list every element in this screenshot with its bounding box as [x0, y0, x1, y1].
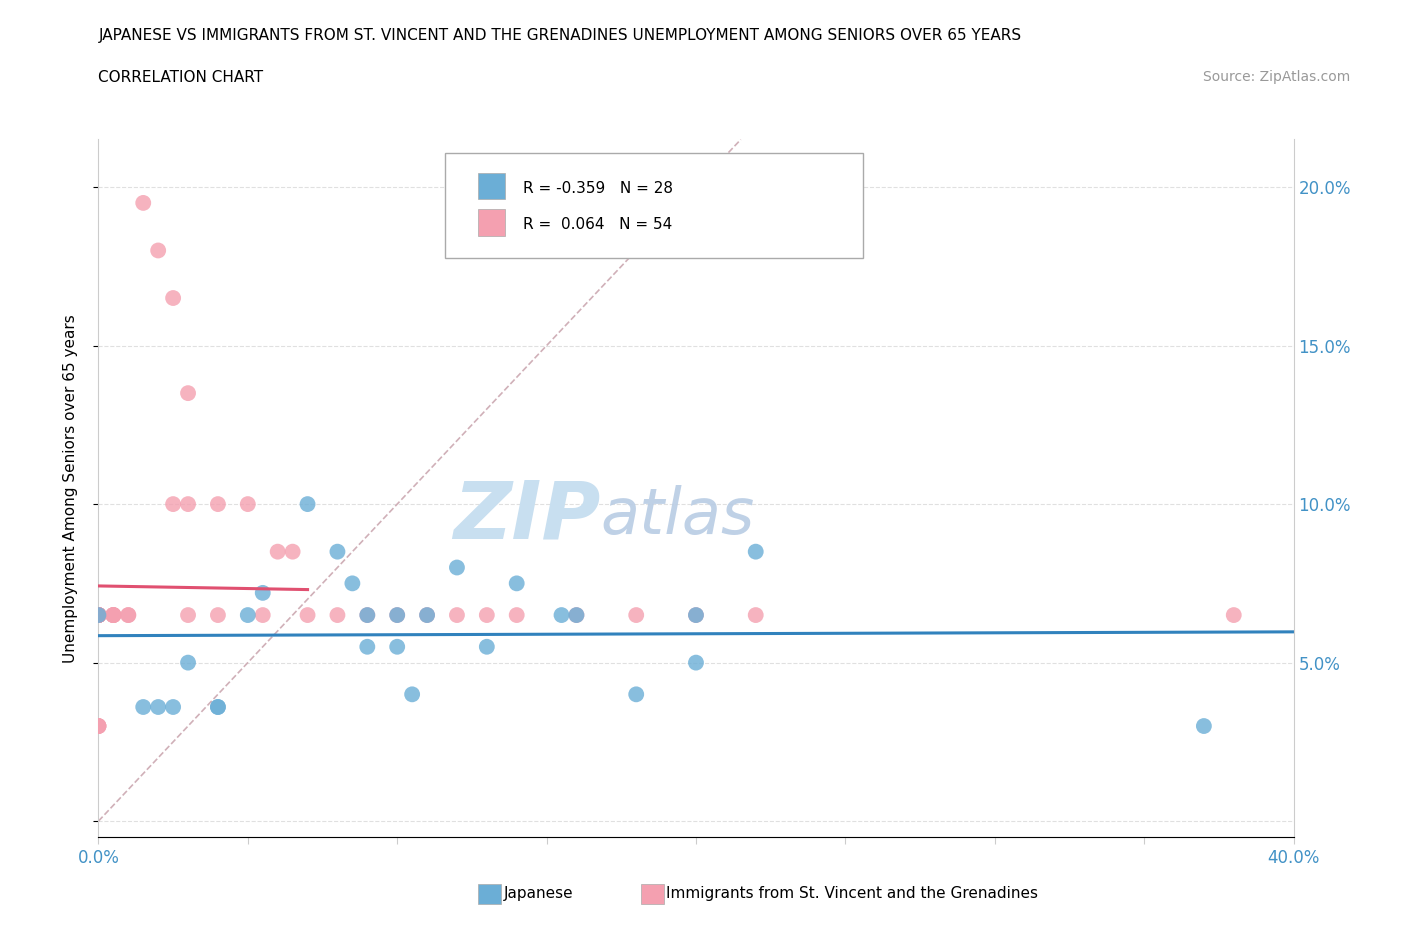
Point — [401, 687, 423, 702]
Point — [326, 544, 349, 559]
Point — [506, 576, 529, 591]
Point — [87, 607, 110, 622]
Point — [132, 195, 155, 210]
Point — [87, 719, 110, 734]
Point — [342, 576, 364, 591]
Point — [475, 607, 498, 622]
Point — [745, 607, 768, 622]
Text: R =  0.064   N = 54: R = 0.064 N = 54 — [523, 217, 672, 232]
Point — [267, 544, 290, 559]
Point — [87, 607, 110, 622]
Point — [475, 639, 498, 654]
Point — [87, 719, 110, 734]
Text: Source: ZipAtlas.com: Source: ZipAtlas.com — [1202, 70, 1350, 84]
Point — [87, 607, 110, 622]
Point — [177, 497, 200, 512]
Point — [87, 607, 110, 622]
Point — [148, 699, 170, 714]
Y-axis label: Unemployment Among Seniors over 65 years: Unemployment Among Seniors over 65 years — [63, 314, 77, 662]
Point — [87, 607, 110, 622]
Point — [87, 607, 110, 622]
Text: ZIP: ZIP — [453, 477, 600, 555]
Point — [103, 607, 125, 622]
Bar — [478, 173, 505, 200]
Point — [132, 699, 155, 714]
Point — [87, 719, 110, 734]
FancyBboxPatch shape — [444, 153, 863, 259]
Point — [87, 607, 110, 622]
Point — [745, 544, 768, 559]
Point — [685, 607, 707, 622]
Point — [87, 719, 110, 734]
Point — [416, 607, 439, 622]
Point — [626, 687, 648, 702]
Point — [162, 699, 184, 714]
Point — [356, 639, 378, 654]
Point — [103, 607, 125, 622]
Point — [281, 544, 304, 559]
Point — [416, 607, 439, 622]
Point — [87, 607, 110, 622]
Point — [565, 607, 588, 622]
Point — [103, 607, 125, 622]
Point — [685, 607, 707, 622]
Point — [87, 607, 110, 622]
Point — [565, 607, 588, 622]
Text: JAPANESE VS IMMIGRANTS FROM ST. VINCENT AND THE GRENADINES UNEMPLOYMENT AMONG SE: JAPANESE VS IMMIGRANTS FROM ST. VINCENT … — [98, 28, 1022, 43]
Point — [236, 497, 259, 512]
Text: Japanese: Japanese — [503, 886, 574, 901]
Point — [87, 607, 110, 622]
Point — [177, 386, 200, 401]
Point — [177, 655, 200, 670]
Point — [162, 290, 184, 305]
Point — [207, 699, 229, 714]
Point — [356, 607, 378, 622]
Point — [297, 497, 319, 512]
Point — [385, 607, 409, 622]
Text: R = -0.359   N = 28: R = -0.359 N = 28 — [523, 180, 672, 196]
Point — [446, 560, 468, 575]
Point — [506, 607, 529, 622]
Point — [1223, 607, 1246, 622]
Text: atlas: atlas — [600, 485, 755, 547]
Point — [87, 607, 110, 622]
Point — [87, 607, 110, 622]
Point — [103, 607, 125, 622]
Point — [103, 607, 125, 622]
Point — [162, 497, 184, 512]
Point — [252, 586, 274, 601]
Point — [207, 607, 229, 622]
Point — [685, 655, 707, 670]
Point — [385, 607, 409, 622]
Point — [1192, 719, 1215, 734]
Bar — [478, 209, 505, 236]
Point — [148, 243, 170, 258]
Point — [626, 607, 648, 622]
Point — [87, 607, 110, 622]
Point — [87, 607, 110, 622]
Point — [177, 607, 200, 622]
Point — [207, 497, 229, 512]
Point — [550, 607, 572, 622]
Point — [236, 607, 259, 622]
Point — [87, 607, 110, 622]
Point — [117, 607, 139, 622]
Point — [252, 607, 274, 622]
Text: CORRELATION CHART: CORRELATION CHART — [98, 70, 263, 85]
Point — [207, 699, 229, 714]
Point — [87, 607, 110, 622]
Point — [326, 607, 349, 622]
Point — [297, 607, 319, 622]
Point — [87, 607, 110, 622]
Point — [117, 607, 139, 622]
Text: Immigrants from St. Vincent and the Grenadines: Immigrants from St. Vincent and the Gren… — [666, 886, 1039, 901]
Point — [87, 607, 110, 622]
Point — [385, 639, 409, 654]
Point — [446, 607, 468, 622]
Point — [356, 607, 378, 622]
